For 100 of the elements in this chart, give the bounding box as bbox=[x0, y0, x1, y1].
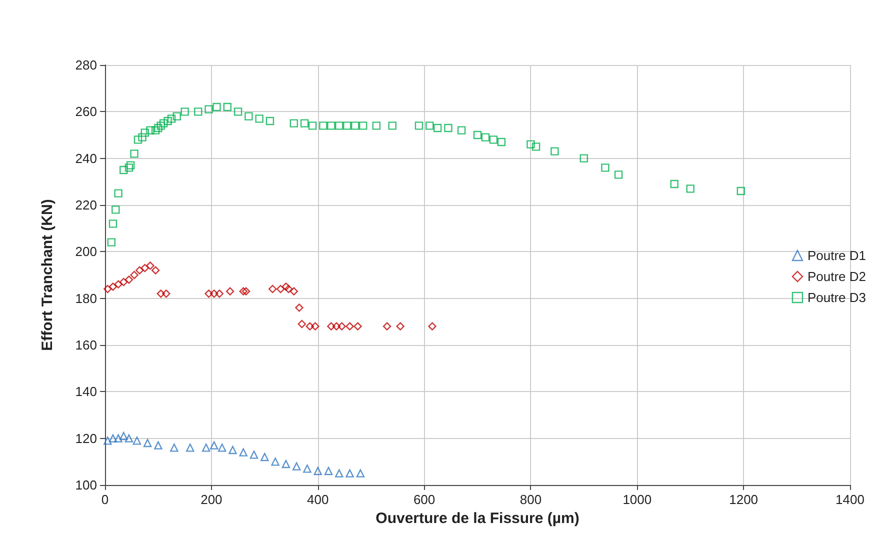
point bbox=[164, 116, 172, 126]
point bbox=[140, 128, 150, 137]
x-tick-label: 600 bbox=[413, 492, 436, 507]
y-axis-title: Effort Tranchant (KN) bbox=[39, 199, 56, 351]
point bbox=[108, 434, 118, 442]
point bbox=[260, 452, 269, 462]
point bbox=[351, 122, 360, 130]
y-tick-label: 220 bbox=[75, 198, 97, 212]
point bbox=[234, 108, 242, 116]
point bbox=[215, 290, 224, 298]
x-tick-label: 400 bbox=[307, 492, 329, 507]
point bbox=[107, 238, 116, 246]
point bbox=[428, 322, 436, 330]
legend-label: Poutre D2 bbox=[807, 269, 866, 284]
point bbox=[526, 140, 535, 148]
point bbox=[132, 436, 142, 445]
point bbox=[112, 206, 120, 214]
point bbox=[282, 282, 290, 291]
point bbox=[124, 164, 134, 172]
point bbox=[614, 170, 623, 179]
point bbox=[120, 278, 128, 286]
point bbox=[226, 287, 234, 296]
point bbox=[120, 432, 128, 440]
point bbox=[134, 136, 142, 144]
y-tick-label: 240 bbox=[75, 150, 97, 166]
y-tick-label: 120 bbox=[75, 430, 97, 446]
point bbox=[426, 122, 434, 130]
point bbox=[298, 320, 306, 328]
point bbox=[284, 284, 293, 294]
point bbox=[290, 119, 298, 128]
x-tick-label: 1400 bbox=[836, 492, 864, 507]
legend-label: Poutre D1 bbox=[807, 248, 866, 263]
point bbox=[343, 122, 352, 130]
y-tick-label: 100 bbox=[75, 478, 97, 492]
point bbox=[311, 322, 320, 330]
point bbox=[159, 119, 168, 128]
point bbox=[290, 287, 298, 296]
point bbox=[172, 112, 181, 120]
x-tick-label: 800 bbox=[520, 492, 542, 507]
point bbox=[242, 287, 250, 296]
point bbox=[358, 122, 368, 130]
point bbox=[276, 284, 285, 294]
point bbox=[414, 122, 424, 130]
x-tick-label: 0 bbox=[101, 492, 109, 507]
point bbox=[396, 322, 404, 330]
point bbox=[580, 154, 588, 162]
y-tick-label: 140 bbox=[75, 384, 97, 400]
point bbox=[162, 290, 170, 298]
x-tick-label: 1000 bbox=[622, 492, 652, 507]
point bbox=[497, 138, 506, 146]
y-tick-label: 200 bbox=[75, 244, 97, 260]
point bbox=[140, 264, 150, 272]
point bbox=[204, 290, 213, 298]
point bbox=[481, 133, 490, 142]
point bbox=[550, 147, 559, 156]
y-tick-label: 260 bbox=[75, 104, 97, 120]
point bbox=[194, 108, 202, 116]
point bbox=[444, 124, 452, 132]
point bbox=[327, 122, 336, 130]
point bbox=[300, 119, 309, 128]
point bbox=[239, 287, 248, 296]
point bbox=[156, 122, 165, 130]
point bbox=[388, 122, 396, 130]
point bbox=[120, 166, 128, 174]
point bbox=[146, 126, 154, 134]
point bbox=[156, 290, 165, 298]
point bbox=[308, 122, 317, 130]
point bbox=[114, 280, 122, 288]
point bbox=[686, 184, 694, 193]
y-tick-label: 180 bbox=[75, 290, 97, 306]
point bbox=[433, 124, 442, 132]
point bbox=[212, 102, 221, 112]
point bbox=[250, 450, 258, 459]
point bbox=[282, 460, 290, 468]
point bbox=[130, 270, 138, 280]
point bbox=[151, 266, 160, 274]
y-tick-label: 280 bbox=[75, 58, 97, 72]
point bbox=[186, 444, 194, 452]
y-tick-label: 160 bbox=[75, 338, 97, 352]
x-tick-label: 1200 bbox=[729, 492, 758, 507]
point bbox=[601, 164, 610, 172]
point bbox=[354, 322, 362, 330]
point bbox=[143, 438, 152, 448]
point bbox=[170, 444, 178, 452]
point bbox=[324, 466, 333, 476]
x-axis-title: Ouverture de la Fissure (µm) bbox=[376, 510, 580, 527]
point bbox=[266, 116, 274, 126]
point bbox=[114, 434, 122, 442]
point bbox=[108, 282, 118, 291]
point bbox=[670, 180, 678, 188]
point bbox=[457, 126, 466, 134]
point bbox=[268, 284, 277, 294]
point bbox=[138, 133, 146, 142]
point bbox=[736, 186, 746, 196]
point bbox=[202, 444, 210, 452]
point bbox=[372, 122, 380, 130]
point bbox=[306, 322, 314, 330]
point bbox=[151, 126, 160, 134]
point bbox=[473, 130, 482, 140]
point bbox=[204, 105, 213, 114]
